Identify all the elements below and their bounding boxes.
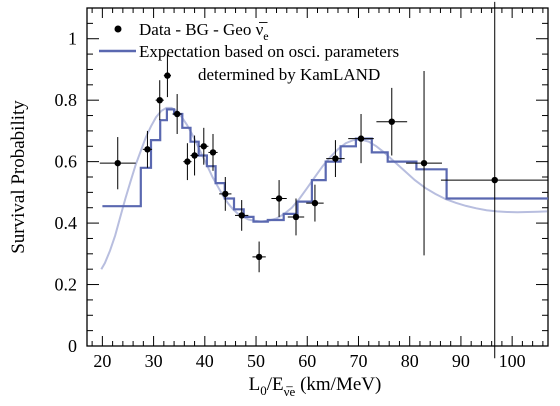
legend-data-marker [114,25,122,33]
data-point [190,135,199,176]
data-marker [332,155,339,162]
data-marker [420,159,428,167]
data-point [348,114,374,164]
y-tick-label: 0.2 [55,275,78,295]
data-point [172,94,182,134]
data-point [199,127,209,165]
data-point [326,140,345,177]
y-tick-label: 1 [68,29,77,49]
legend-expectation-label-line2: determined by KamLAND [198,65,380,84]
data-marker [311,199,319,207]
data-marker [173,110,181,118]
data-marker [184,158,191,165]
data-marker [200,143,207,150]
data-marker [156,96,163,104]
data-marker [222,190,229,198]
data-point [287,198,305,236]
data-marker [255,253,263,261]
x-tick-label: 90 [452,351,470,371]
data-point [208,133,218,171]
data-marker [491,176,498,184]
oscillation-curve-line [100,106,548,270]
data-point [376,87,408,156]
y-tick-label: 0.6 [55,152,78,172]
x-axis-title: L0/Eν̅e (km/MeV) [249,374,382,399]
x-tick-label: 70 [349,351,367,371]
data-marker [388,118,395,125]
data-marker [164,72,171,79]
y-tick-label: 0.4 [55,213,78,233]
data-point [306,184,324,222]
x-tick-label: 60 [298,351,316,371]
data-marker [144,146,151,153]
axis-ticks: 20 30 40 50 60 70 80 90 100 0 0.2 0.4 0.6 0.8 1 [55,7,548,371]
data-points [99,1,549,359]
data-point [235,200,249,231]
x-tick-label: 30 [145,351,163,371]
data-point [406,70,442,256]
x-tick-label: 40 [196,351,214,371]
data-point [155,80,164,121]
data-point [219,177,232,211]
x-tick-label: 50 [247,351,265,371]
data-marker [114,159,121,167]
expectation-histogram [102,108,548,223]
expectation-step-line [102,108,548,223]
data-point [99,137,136,190]
y-axis-title: Survival Probability [8,100,29,254]
x-tick-label: 80 [401,351,419,371]
data-point [271,180,287,217]
legend-data-label: Data - BG - Geo ν̅e [139,20,269,43]
oscillation-curve [100,106,548,270]
data-marker [238,212,245,219]
data-marker [275,195,283,202]
data-marker [357,135,365,142]
data-point [440,1,549,359]
data-point [163,54,172,98]
y-tick-label: 0.8 [55,90,78,110]
x-tick-label: 100 [499,351,526,371]
legend-expectation-label-line1: Expectation based on osci. parameters [139,42,399,61]
data-marker [292,213,300,221]
data-point [183,143,192,181]
data-point [252,241,266,273]
data-marker [209,149,217,156]
y-tick-label: 0 [68,336,77,356]
legend: Data - BG - Geo ν̅e Expectation based on… [99,20,399,84]
data-point [142,130,153,168]
data-marker [191,152,198,159]
x-tick-label: 20 [93,351,111,371]
